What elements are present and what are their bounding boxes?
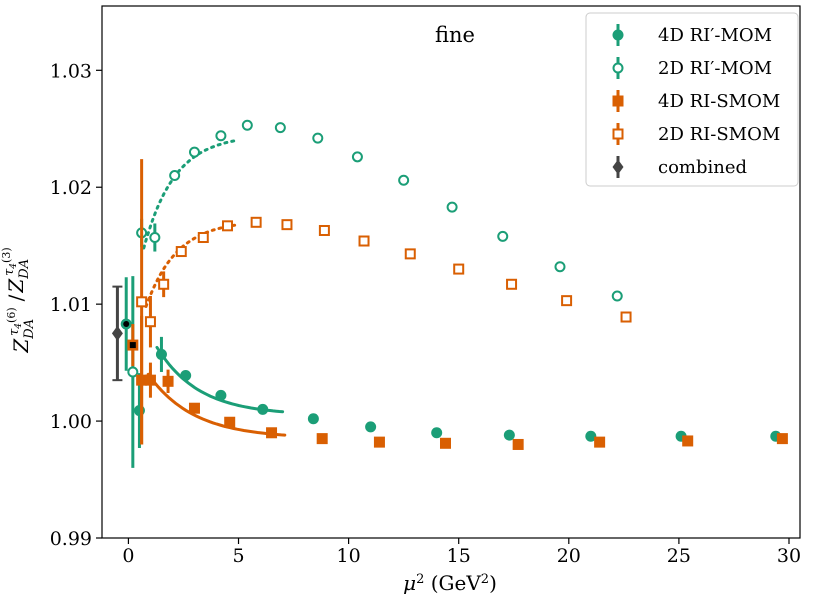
fit-curve-3 [144, 223, 240, 308]
legend-marker-0 [612, 29, 624, 41]
point-s1-p0 [127, 366, 139, 378]
point-s0-p7 [365, 421, 377, 433]
point-s3-p14 [620, 311, 632, 323]
legend-box [585, 12, 799, 187]
point-s3-p0 [136, 296, 148, 308]
point-s2-p8 [373, 436, 385, 448]
point-s3-p13 [561, 295, 573, 307]
point-s0-p9 [503, 429, 515, 441]
x-tick-label-5: 25 [667, 545, 691, 567]
y-axis-title: ZDAτ4(6)/ZDAτ4(3) [0, 247, 37, 353]
x-tick-label-0: 0 [122, 545, 134, 567]
legend-marker-2 [612, 95, 624, 107]
point-s3-p3 [175, 246, 187, 258]
point-s0-p3 [180, 369, 192, 381]
point-s3-p5 [222, 220, 234, 232]
legend-label-3: 2D RI-SMOM [658, 124, 780, 145]
y-tick-label-3: 1.02 [50, 177, 92, 199]
x-tick-label-6: 30 [777, 545, 801, 567]
point-s2-p10 [512, 438, 524, 450]
x-tick-label-3: 15 [447, 545, 471, 567]
y-tick-label-4: 1.03 [50, 60, 92, 82]
point-s2-p3 [162, 375, 174, 387]
point-s1-p13 [554, 261, 566, 273]
point-s3-p7 [281, 219, 293, 231]
point-s2-p6 [266, 427, 278, 439]
point-s3-p11 [453, 263, 465, 275]
point-s1-p7 [274, 122, 286, 134]
legend-marker-4 [612, 159, 624, 175]
data-points [111, 119, 788, 468]
point-s2-p11 [594, 436, 606, 448]
point-s1-p12 [497, 230, 509, 242]
point-s1-p2 [149, 232, 161, 244]
point-s1-p5 [215, 130, 227, 142]
highlight-square [129, 342, 136, 349]
point-s3-p1 [144, 316, 156, 328]
point-s3-p4 [197, 232, 209, 244]
point-s0-p2 [155, 348, 167, 360]
point-s1-p4 [188, 146, 200, 158]
point-s3-p2 [158, 278, 170, 290]
point-s2-p13 [776, 433, 788, 445]
x-tick-label-2: 10 [337, 545, 361, 567]
x-tick-label-1: 5 [232, 545, 244, 567]
point-s3-p12 [506, 278, 518, 290]
point-s3-p8 [318, 224, 330, 236]
axes: 0 5 10 15 20 25 30 0.99 1.00 1.01 1.02 1.03 [50, 5, 801, 567]
point-s2-p12 [682, 435, 694, 447]
legend-marker-3 [612, 128, 624, 140]
point-s3-p6 [250, 216, 262, 228]
point-s2-p9 [439, 437, 451, 449]
legend: 4D RI′-MOM 2D RI′-MOM 4D RI-SMOM 2D RI-SMOM… [585, 12, 799, 187]
point-s0-p8 [431, 427, 443, 439]
point-s0-p6 [307, 413, 319, 425]
panel-annotation: fine [435, 23, 475, 47]
y-tick-label-1: 1.00 [50, 411, 92, 433]
point-s1-p14 [611, 290, 623, 302]
point-s0-p10 [585, 430, 597, 442]
legend-marker-1 [612, 62, 624, 74]
legend-label-4: combined [658, 157, 747, 178]
point-s1-p9 [351, 151, 363, 163]
point-s2-p2 [144, 374, 156, 386]
point-s0-p5 [257, 403, 269, 415]
point-s2-p4 [188, 402, 200, 414]
point-s4-p0 [111, 325, 123, 341]
point-s2-p5 [224, 416, 236, 428]
point-s3-p10 [404, 248, 416, 260]
point-s1-p10 [398, 174, 410, 186]
highlight-dot [123, 321, 130, 328]
point-s1-p3 [169, 170, 181, 182]
point-s2-p7 [316, 433, 328, 445]
point-s1-p6 [241, 119, 253, 131]
y-tick-label-2: 1.01 [50, 294, 92, 316]
point-s0-p4 [215, 389, 227, 401]
svg-text:ZDAτ4(6)/ZDAτ4(3): ZDAτ4(6)/ZDAτ4(3) [0, 247, 37, 353]
point-s0-p1 [133, 405, 145, 417]
fit-curve-1 [142, 139, 238, 250]
plot-frame [101, 5, 801, 539]
x-axis-title: μ2 (GeV2) [403, 571, 497, 595]
x-tick-label-4: 20 [557, 545, 581, 567]
point-s1-p8 [312, 132, 324, 144]
point-s3-p9 [358, 235, 370, 247]
legend-label-0: 4D RI′-MOM [658, 25, 772, 46]
legend-label-1: 2D RI′-MOM [658, 58, 772, 79]
point-s1-p11 [446, 201, 458, 213]
legend-label-2: 4D RI-SMOM [658, 91, 780, 112]
y-tick-label-0: 0.99 [50, 528, 92, 550]
fit-curve-2 [146, 372, 287, 437]
